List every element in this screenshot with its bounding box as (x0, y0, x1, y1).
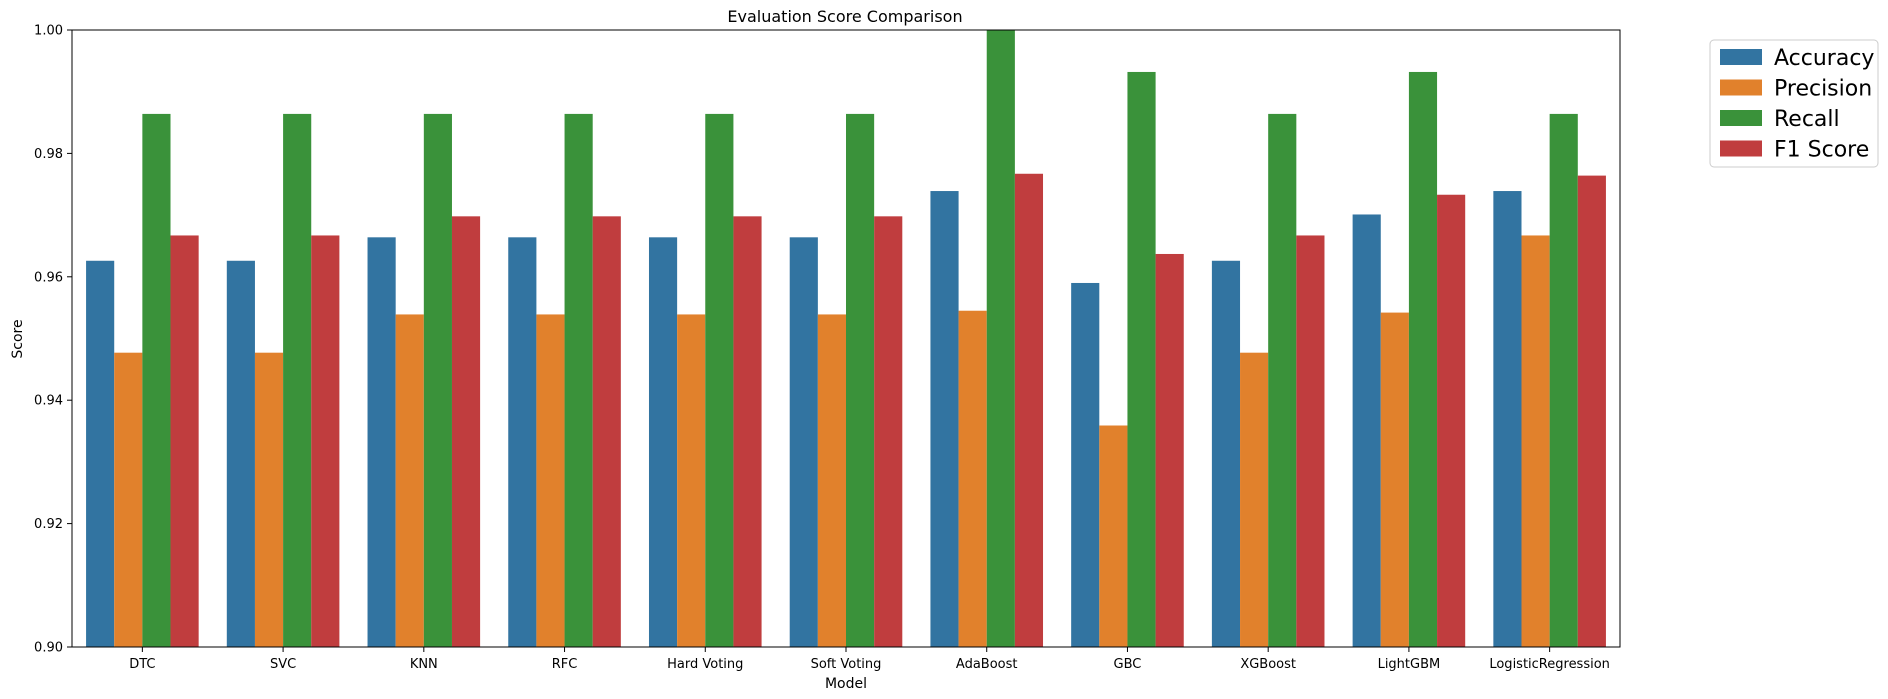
bars-group (86, 30, 1606, 648)
y-tick-label: 0.92 (34, 517, 63, 532)
y-tick-label: 0.90 (34, 641, 63, 656)
legend: Accuracy Precision Recall F1 Score (1709, 39, 1879, 168)
bar-f1-score-svc (311, 235, 340, 647)
x-tick-label: KNN (410, 657, 438, 672)
x-tick-label: DTC (129, 657, 155, 672)
bar-precision-xgboost (1240, 352, 1269, 647)
bar-f1-score-gbc (1155, 253, 1184, 647)
bar-f1-score-dtc (170, 235, 199, 647)
bar-accuracy-rfc (508, 237, 537, 647)
bar-accuracy-hard-voting (648, 237, 678, 647)
x-axis-title: Model (825, 676, 867, 692)
bar-accuracy-logisticregression (1493, 191, 1522, 648)
bar-precision-rfc (536, 314, 565, 647)
bar-recall-lightgbm (1408, 71, 1438, 647)
bar-recall-adaboost (986, 30, 1015, 647)
bar-accuracy-knn (367, 237, 396, 647)
bar-accuracy-svc (226, 260, 255, 647)
x-tick-label: AdaBoost (956, 657, 1018, 672)
bar-precision-dtc (114, 352, 143, 647)
legend-label-accuracy: Accuracy (1774, 46, 1874, 71)
y-tick-label: 1.00 (34, 24, 63, 39)
x-tick-label: LogisticRegression (1489, 657, 1610, 672)
legend-swatch-precision (1720, 79, 1762, 96)
legend-swatch-recall (1720, 110, 1762, 126)
x-tick-label: SVC (270, 657, 296, 672)
x-tick-label: GBC (1114, 657, 1142, 672)
legend-swatch-f1-score (1720, 140, 1762, 157)
bar-accuracy-lightgbm (1352, 214, 1381, 648)
bar-recall-gbc (1127, 71, 1156, 647)
y-tick-label: 0.98 (34, 147, 63, 162)
bar-f1-score-knn (451, 216, 481, 647)
bar-precision-svc (254, 352, 284, 647)
bar-precision-lightgbm (1380, 312, 1409, 647)
bar-accuracy-dtc (86, 260, 115, 647)
bar-f1-score-adaboost (1014, 173, 1044, 647)
bar-accuracy-gbc (1071, 282, 1100, 647)
bar-recall-rfc (564, 113, 593, 647)
bar-f1-score-xgboost (1296, 235, 1325, 647)
bar-accuracy-adaboost (930, 191, 959, 648)
y-axis: 0.90 0.92 0.94 0.96 0.98 1.00 (34, 24, 72, 656)
bar-recall-svc (283, 113, 312, 647)
bar-f1-score-soft-voting (874, 216, 903, 647)
bar-f1-score-hard-voting (733, 216, 762, 647)
bar-recall-logisticregression (1549, 113, 1578, 647)
bar-precision-knn (395, 314, 424, 647)
bar-accuracy-soft-voting (789, 237, 818, 647)
bar-precision-adaboost (958, 310, 987, 647)
y-axis-title: Score (10, 319, 26, 358)
bar-precision-hard-voting (677, 314, 706, 647)
bar-f1-score-rfc (592, 216, 621, 647)
bar-recall-dtc (142, 113, 171, 647)
x-tick-label: RFC (552, 657, 578, 672)
bar-accuracy-xgboost (1211, 260, 1241, 647)
legend-label-recall: Recall (1774, 107, 1840, 132)
x-axis: DTC SVC KNN RFC Hard Voting Soft Voting AdaBoo… (129, 647, 1610, 672)
legend-swatch-accuracy (1720, 49, 1762, 65)
legend-frame (1709, 39, 1879, 168)
bar-recall-knn (423, 113, 452, 647)
x-tick-label: Soft Voting (811, 657, 882, 672)
y-tick-label: 0.96 (34, 270, 63, 285)
bar-recall-hard-voting (705, 113, 734, 647)
bar-precision-gbc (1099, 425, 1128, 647)
chart-title: Evaluation Score Comparison (727, 7, 962, 26)
bar-precision-soft-voting (817, 314, 846, 647)
x-tick-label: XGBoost (1240, 657, 1296, 672)
bar-f1-score-lightgbm (1437, 194, 1466, 648)
bar-recall-xgboost (1268, 113, 1297, 647)
legend-label-f1-score: F1 Score (1774, 138, 1869, 163)
y-tick-label: 0.94 (34, 394, 63, 409)
legend-label-precision: Precision (1774, 77, 1872, 102)
bar-f1-score-logisticregression (1577, 175, 1606, 648)
bar-precision-logisticregression (1521, 235, 1550, 647)
x-tick-label: Hard Voting (667, 657, 743, 672)
x-tick-label: LightGBM (1378, 657, 1441, 672)
bar-recall-soft-voting (846, 113, 875, 647)
